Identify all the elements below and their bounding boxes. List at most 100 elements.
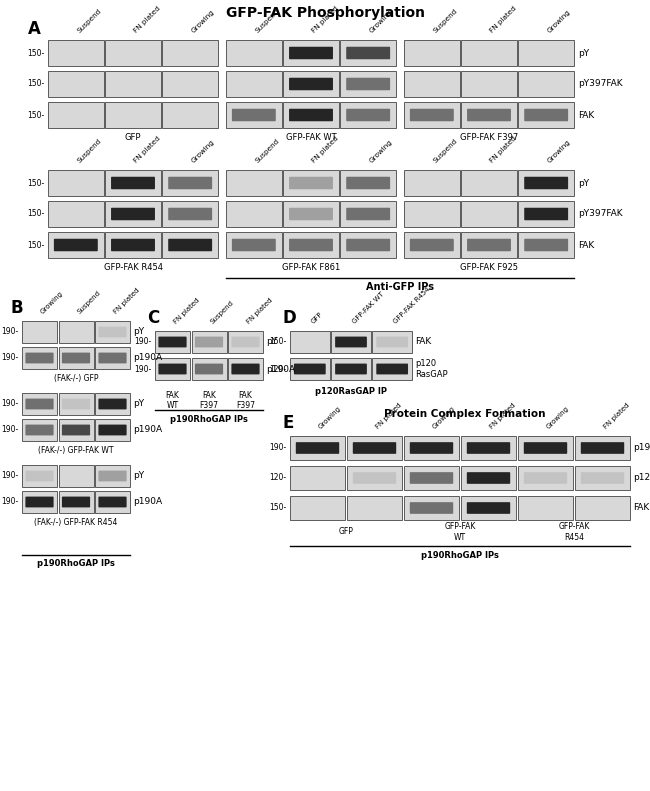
FancyBboxPatch shape [467,472,510,484]
Bar [228,358,263,380]
FancyBboxPatch shape [111,208,155,220]
Text: B: B [10,299,23,317]
FancyBboxPatch shape [294,364,326,374]
FancyBboxPatch shape [98,399,127,410]
FancyBboxPatch shape [289,239,333,252]
Bar [461,466,516,490]
FancyBboxPatch shape [346,208,390,220]
Text: Growing: Growing [432,405,456,430]
Bar [22,419,57,441]
Text: FAK
F397: FAK F397 [236,391,255,411]
Bar [162,170,218,196]
FancyBboxPatch shape [467,442,510,454]
Text: Anti-GFP IPs: Anti-GFP IPs [366,282,434,292]
Bar [226,102,281,128]
Text: pY: pY [578,48,589,58]
Text: p190A: p190A [133,426,162,434]
FancyBboxPatch shape [410,239,454,252]
FancyBboxPatch shape [54,239,98,252]
Bar [48,71,103,97]
Bar [48,201,103,227]
Bar [283,71,339,97]
FancyBboxPatch shape [346,78,390,90]
Text: p190A: p190A [133,498,162,506]
Bar [58,465,94,487]
Bar [461,170,517,196]
FancyBboxPatch shape [410,502,453,514]
Bar [283,40,339,66]
Bar [22,491,57,513]
Text: GFP-FAK Phosphorylation: GFP-FAK Phosphorylation [226,6,424,20]
Bar [58,347,94,369]
Bar [22,393,57,415]
FancyBboxPatch shape [159,337,187,347]
Bar [461,201,517,227]
FancyBboxPatch shape [524,208,568,220]
Text: p190RhoGAP IPs: p190RhoGAP IPs [37,559,115,569]
Bar [95,419,130,441]
Bar [22,347,57,369]
Bar [58,491,94,513]
Bar [461,102,517,128]
Text: Growing: Growing [190,138,216,164]
FancyBboxPatch shape [410,442,453,454]
Text: 120-: 120- [269,474,286,483]
Text: pY397FAK: pY397FAK [578,210,623,218]
Bar [518,71,574,97]
Bar [48,232,103,258]
Bar [58,393,94,415]
Text: FAK: FAK [578,240,594,249]
Text: 190-: 190- [1,354,18,362]
FancyBboxPatch shape [346,108,390,121]
Text: (FAK-/-) GFP-FAK R454: (FAK-/-) GFP-FAK R454 [34,517,118,527]
Bar [575,496,630,520]
Bar [404,201,460,227]
Text: GFP-FAK F861: GFP-FAK F861 [282,263,340,271]
FancyBboxPatch shape [111,176,155,189]
Bar [192,358,226,380]
Bar [283,102,339,128]
FancyBboxPatch shape [335,337,367,347]
Text: Suspend: Suspend [432,8,458,34]
Text: Suspend: Suspend [432,138,458,164]
Text: 150-: 150- [268,504,286,513]
Bar [105,201,161,227]
Bar [58,419,94,441]
Text: p190RhoGAP IPs: p190RhoGAP IPs [421,551,499,559]
FancyBboxPatch shape [25,353,53,363]
FancyBboxPatch shape [62,425,90,435]
FancyBboxPatch shape [467,502,510,514]
FancyBboxPatch shape [376,364,408,374]
FancyBboxPatch shape [289,108,333,121]
FancyBboxPatch shape [524,239,568,252]
Text: FN plated: FN plated [489,5,518,34]
FancyBboxPatch shape [168,176,212,189]
Text: FN plated: FN plated [489,135,518,164]
Text: FAK: FAK [633,504,649,513]
Bar [290,496,345,520]
FancyBboxPatch shape [353,472,396,484]
Text: Suspend: Suspend [76,8,102,34]
Bar [518,496,573,520]
Text: GFP: GFP [125,133,141,142]
Text: pY: pY [133,399,144,408]
Bar [290,436,345,460]
FancyBboxPatch shape [98,425,127,435]
Bar [575,466,630,490]
FancyBboxPatch shape [231,337,259,347]
Bar [518,201,574,227]
Text: p190RhoGAP IPs: p190RhoGAP IPs [170,414,248,423]
Bar [226,201,281,227]
Bar [461,71,517,97]
Text: 150-: 150- [27,48,44,58]
Text: Growing: Growing [545,405,570,430]
Bar [372,331,412,353]
FancyBboxPatch shape [168,208,212,220]
Bar [404,71,460,97]
FancyBboxPatch shape [195,364,223,374]
Bar [341,71,396,97]
Bar [404,102,460,128]
FancyBboxPatch shape [581,472,624,484]
Bar [347,436,402,460]
Text: pY: pY [578,179,589,187]
